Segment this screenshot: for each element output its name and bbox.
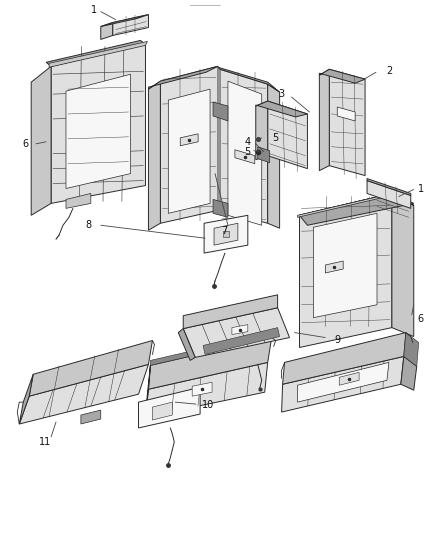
- Polygon shape: [145, 362, 268, 417]
- Polygon shape: [329, 69, 365, 175]
- Polygon shape: [319, 69, 365, 83]
- Polygon shape: [150, 333, 272, 365]
- Polygon shape: [29, 341, 152, 396]
- Polygon shape: [148, 81, 160, 230]
- Polygon shape: [218, 67, 279, 92]
- Polygon shape: [183, 308, 290, 358]
- Polygon shape: [297, 193, 414, 217]
- Polygon shape: [228, 81, 262, 225]
- Polygon shape: [101, 22, 113, 39]
- Polygon shape: [367, 181, 411, 208]
- Polygon shape: [314, 213, 377, 318]
- Polygon shape: [148, 66, 218, 89]
- Text: 1: 1: [91, 5, 97, 14]
- Polygon shape: [178, 329, 195, 360]
- Polygon shape: [66, 193, 91, 208]
- Polygon shape: [160, 66, 218, 223]
- Polygon shape: [404, 333, 419, 366]
- Polygon shape: [51, 44, 145, 204]
- Polygon shape: [49, 42, 148, 67]
- Polygon shape: [268, 84, 279, 228]
- Polygon shape: [19, 374, 33, 424]
- Polygon shape: [256, 101, 307, 117]
- Polygon shape: [113, 14, 148, 36]
- Polygon shape: [46, 41, 145, 66]
- Text: 5: 5: [244, 147, 250, 157]
- Polygon shape: [325, 261, 343, 273]
- Polygon shape: [367, 179, 411, 196]
- Polygon shape: [319, 69, 329, 171]
- Text: 10: 10: [202, 400, 214, 410]
- Text: 6: 6: [418, 313, 424, 324]
- Polygon shape: [213, 102, 228, 121]
- Polygon shape: [282, 357, 404, 412]
- Polygon shape: [214, 223, 238, 245]
- Polygon shape: [401, 357, 417, 390]
- Text: 1: 1: [418, 184, 424, 195]
- Polygon shape: [31, 66, 51, 215]
- Polygon shape: [138, 387, 200, 428]
- Text: 4: 4: [245, 137, 251, 147]
- Text: 5: 5: [272, 133, 279, 143]
- Polygon shape: [220, 69, 268, 223]
- Polygon shape: [152, 402, 172, 420]
- Polygon shape: [19, 365, 148, 424]
- Polygon shape: [256, 101, 268, 160]
- Text: 11: 11: [39, 437, 51, 447]
- Polygon shape: [81, 410, 101, 424]
- Polygon shape: [213, 199, 228, 217]
- Polygon shape: [268, 101, 307, 168]
- Polygon shape: [203, 328, 279, 354]
- Polygon shape: [392, 193, 414, 336]
- Text: 6: 6: [22, 139, 28, 149]
- Polygon shape: [339, 373, 359, 385]
- Polygon shape: [101, 14, 148, 27]
- Text: 3: 3: [279, 89, 285, 99]
- Polygon shape: [258, 147, 270, 163]
- Polygon shape: [148, 337, 272, 389]
- Polygon shape: [300, 193, 414, 215]
- Polygon shape: [180, 134, 198, 146]
- Polygon shape: [337, 107, 355, 121]
- Text: 9: 9: [334, 335, 340, 344]
- Polygon shape: [232, 325, 248, 335]
- Text: 2: 2: [386, 66, 392, 76]
- Text: 7: 7: [221, 226, 227, 236]
- Text: 8: 8: [86, 220, 92, 230]
- Polygon shape: [300, 193, 414, 225]
- Polygon shape: [183, 295, 278, 329]
- Polygon shape: [145, 365, 150, 417]
- Polygon shape: [300, 193, 392, 348]
- Polygon shape: [168, 89, 210, 213]
- Polygon shape: [204, 215, 248, 253]
- Polygon shape: [235, 150, 255, 164]
- Polygon shape: [66, 74, 131, 189]
- Polygon shape: [283, 333, 406, 384]
- Polygon shape: [297, 362, 389, 402]
- Polygon shape: [192, 382, 212, 396]
